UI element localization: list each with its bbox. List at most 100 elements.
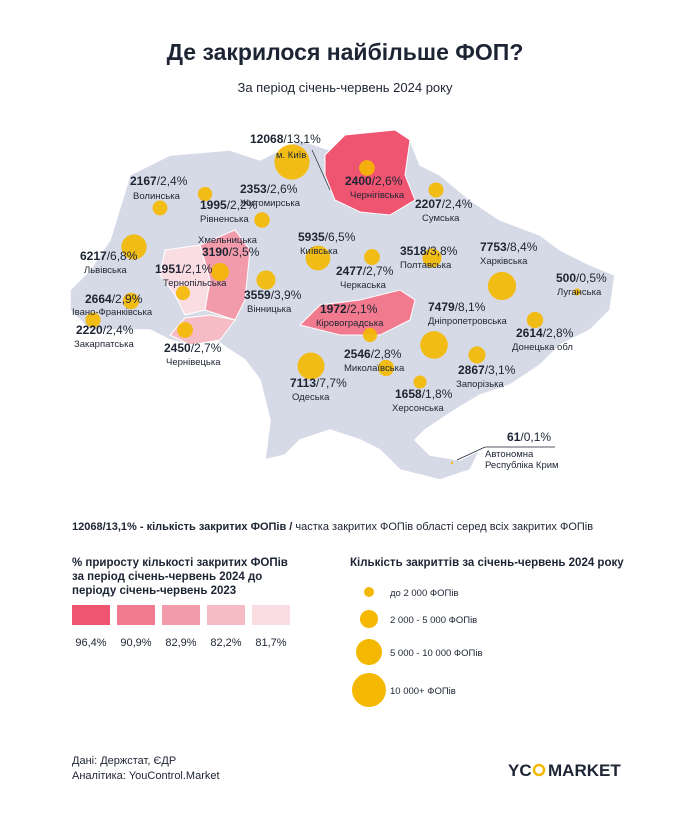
region-name: Полтавська: [400, 260, 452, 271]
region-name: Одеська: [292, 392, 330, 403]
share: /2,8%: [371, 347, 402, 361]
bubble: [254, 212, 270, 228]
logo-mark: [532, 763, 546, 777]
bubble: [121, 234, 147, 260]
subtitle: За період січень-червень 2024 року: [237, 80, 453, 95]
region-value: 500/0,5%: [556, 271, 607, 285]
bubble: [362, 327, 378, 343]
share: /2,1%: [347, 302, 378, 316]
region-value: 2477/2,7%: [336, 264, 394, 278]
bubbles: [85, 144, 581, 465]
region-name: Вінницька: [247, 304, 292, 315]
growth-legend-title: періоду січень-червень 2023: [72, 585, 236, 597]
region-name: Харківська: [480, 256, 528, 267]
bubble: [210, 262, 230, 282]
share: /3,9%: [271, 288, 302, 302]
share: /2,7%: [363, 264, 394, 278]
title: Де закрилося найбільше ФОП?: [167, 39, 524, 65]
logo-right: MARKET: [548, 761, 621, 780]
region-value: 1658/1,8%: [395, 387, 453, 401]
count: 1972: [320, 302, 347, 316]
count: 1658: [395, 387, 422, 401]
count: 2450: [164, 341, 191, 355]
region-kirovohrad: [299, 289, 416, 336]
region-name: Чернігівська: [350, 190, 405, 201]
region-value: 61/0,1%: [507, 430, 551, 444]
share: /3,8%: [427, 244, 458, 258]
bubble: [420, 331, 448, 359]
region-name: Рівненська: [200, 214, 249, 225]
swatch-label: 81,7%: [255, 637, 286, 649]
share: /8,4%: [507, 240, 538, 254]
count: 2614: [516, 326, 543, 340]
region-name: Республіка Крим: [485, 460, 559, 471]
count: 2477: [336, 264, 363, 278]
count: 7753: [480, 240, 507, 254]
region-name: Чернівецька: [166, 357, 221, 368]
swatch: [207, 605, 245, 625]
region-name: Сумська: [422, 213, 460, 224]
key-example: 12068/13,1% -: [72, 521, 147, 533]
source: Аналітика: YouControl.Market: [72, 770, 220, 782]
share: /0,5%: [576, 271, 607, 285]
size-label: 2 000 - 5 000 ФОПів: [390, 615, 477, 626]
swatch: [72, 605, 110, 625]
logo-left: YC: [508, 761, 532, 780]
swatch-label: 96,4%: [75, 637, 106, 649]
bubble: [305, 245, 331, 271]
region-value: 7113/7,7%: [290, 376, 347, 390]
share: /2,4%: [103, 323, 134, 337]
region-value: 12068/13,1%: [250, 132, 321, 146]
count: 2664: [85, 292, 112, 306]
bubble: [177, 322, 193, 338]
count: 2546: [344, 347, 371, 361]
swatch: [162, 605, 200, 625]
swatch-label: 82,2%: [210, 637, 241, 649]
bubble: [297, 352, 325, 380]
key-bold: кількість закритих ФОПів /: [147, 521, 293, 533]
region-name: Хмельницька: [198, 235, 258, 246]
region-name: Київська: [300, 246, 338, 257]
size-legend-title: Кількість закриттів за січень-червень 20…: [350, 557, 624, 569]
region-name: Запорізька: [456, 379, 505, 390]
growth-legend-title: за період січень-червень 2024 до: [72, 571, 262, 583]
count: 61: [507, 430, 521, 444]
count: 3559: [244, 288, 271, 302]
count: 2867: [458, 363, 485, 377]
count: 5935: [298, 230, 325, 244]
region-ternopil: [159, 244, 211, 316]
bubble: [413, 375, 427, 389]
kyiv-leader: [311, 149, 331, 191]
region-value: 5935/6,5%: [298, 230, 356, 244]
region-value: 3559/3,9%: [244, 288, 302, 302]
key-rest: частка закритих ФОПів області серед всіх…: [292, 521, 593, 533]
bubble: [573, 288, 581, 296]
count: 7479: [428, 300, 455, 314]
size-label: до 2 000 ФОПів: [390, 588, 458, 599]
region-name: Херсонська: [392, 403, 444, 414]
region-value: 2353/2,6%: [240, 182, 298, 196]
bubble: [256, 270, 276, 290]
share: /6,8%: [107, 249, 138, 263]
size-sample: [352, 673, 386, 707]
size-label: 5 000 - 10 000 ФОПів: [390, 648, 483, 659]
count: 6217: [80, 249, 107, 263]
size-label: 10 000+ ФОПів: [390, 686, 456, 697]
share: /3,1%: [485, 363, 516, 377]
bubble: [377, 359, 395, 377]
region-name: Миколаївська: [344, 363, 405, 374]
count: 2220: [76, 323, 103, 337]
region-value: 2167/2,4%: [130, 174, 188, 188]
region-name: Черкаська: [340, 280, 387, 291]
count: 1995: [200, 198, 227, 212]
count: 3518: [400, 244, 427, 258]
bubble: [526, 311, 544, 329]
bubble: [422, 248, 442, 268]
bubble: [274, 144, 310, 180]
size-sample: [364, 587, 374, 597]
region-name: м. Київ: [276, 150, 306, 161]
region-name: Автономна: [485, 449, 534, 460]
region-name: Волинська: [133, 191, 181, 202]
labels: 12068/13,1% м. Київ 2400/2,6% Чернігівська 2…: [72, 132, 607, 471]
